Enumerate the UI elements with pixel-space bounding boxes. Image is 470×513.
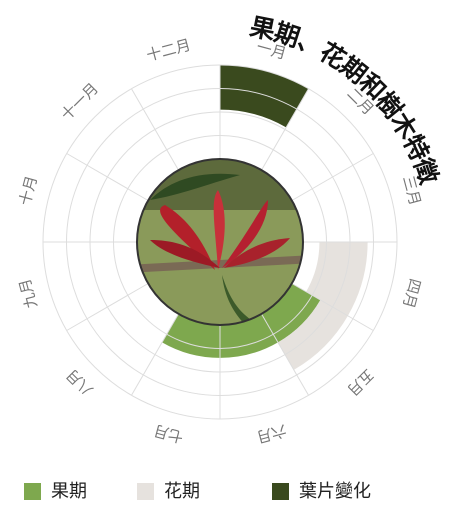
- legend-swatch: [24, 483, 41, 500]
- spoke: [131, 88, 179, 171]
- spoke: [66, 153, 149, 201]
- spoke: [291, 283, 374, 331]
- legend-label: 果期: [51, 481, 87, 502]
- sector: [220, 65, 309, 128]
- spoke: [261, 313, 309, 396]
- legend-label: 葉片變化: [299, 481, 371, 502]
- month-label: 七月: [152, 421, 186, 446]
- sector: [220, 313, 278, 358]
- month-label: 十月: [16, 174, 41, 208]
- month-label: 十一月: [57, 79, 102, 124]
- legend-swatch: [137, 483, 154, 500]
- sector: [277, 299, 348, 370]
- month-label: 九月: [16, 277, 41, 311]
- sector: [306, 242, 368, 316]
- spoke: [291, 153, 374, 201]
- sector: [261, 283, 321, 343]
- spoke: [131, 313, 179, 396]
- month-label: 十二月: [145, 36, 193, 65]
- photo-border: [136, 158, 304, 326]
- month-label: 四月: [399, 277, 424, 311]
- legend-swatch: [272, 483, 289, 500]
- month-label: 五月: [343, 365, 377, 399]
- legend-label: 花期: [164, 481, 200, 502]
- month-label: 六月: [255, 421, 289, 446]
- spoke: [66, 283, 149, 331]
- spoke: [261, 88, 309, 171]
- sector: [162, 313, 220, 358]
- month-label: 八月: [63, 365, 97, 399]
